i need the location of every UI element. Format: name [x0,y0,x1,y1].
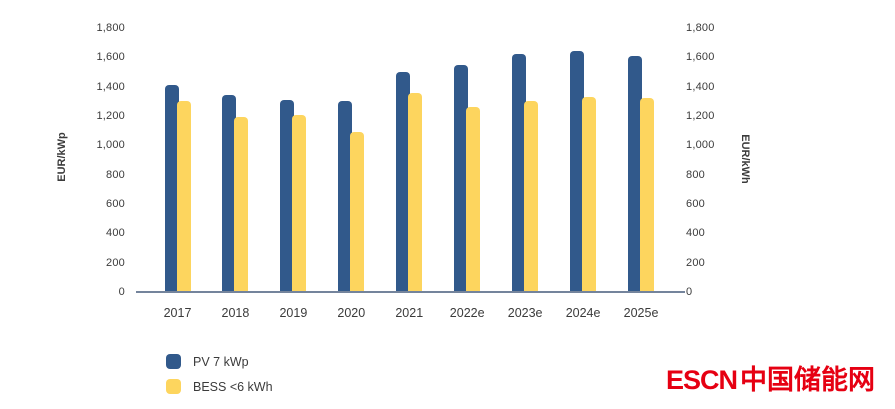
bar-pv-2024e [570,51,585,292]
x-axis-line [136,291,685,293]
chart-legend: PV 7 kWp BESS <6 kWh [166,354,273,394]
x-category-label-2021: 2021 [395,306,424,320]
pv-legend-swatch [166,354,181,369]
x-category-label-2020: 2020 [337,306,366,320]
bar-pv-2025e [628,55,643,292]
bar-bess-2025e [640,98,655,292]
x-category-label-2017: 2017 [163,306,192,320]
legend-item-pv: PV 7 kWp [166,354,273,369]
bar-pv-2018 [222,95,237,292]
y-tick-label: 1,600 [686,51,715,64]
escn-logo-text-en: ESCN [666,365,738,395]
bar-bess-2022e [466,107,481,292]
y-tick-label: 1,400 [686,80,715,93]
y-tick-label: 1,200 [686,110,715,122]
x-axis-category-labels: 2017 2018 2019 2020 2021 2022e 2023e 2024e 2025e [163,306,659,320]
bar-bess-2017 [176,101,191,292]
y-tick-label: 1,400 [96,80,125,93]
bess-legend-swatch [166,379,181,394]
bar-bess-2023e [524,101,539,292]
y-tick-label: 600 [686,198,705,210]
x-category-label-2022e: 2022e [449,306,485,320]
bess-legend-label: BESS <6 kWh [193,379,273,394]
y-tick-label: 1,600 [96,51,125,64]
y-tick-label: 0 [686,286,693,298]
y-tick-label: 1,800 [96,22,125,34]
bar-pv-2023e [512,54,527,292]
bar-bess-2019 [292,114,307,292]
pv-legend-label: PV 7 kWp [193,354,249,369]
y-tick-label: 1,200 [96,110,125,122]
bar-pv-2022e [454,64,469,292]
x-category-label-2018: 2018 [221,306,250,320]
x-category-label-2024e: 2024e [565,306,601,320]
bar-bess-2024e [582,96,597,292]
bar-bess-2018 [234,117,249,292]
y-tick-label: 600 [106,198,125,210]
y-tick-label: 400 [686,227,705,240]
bar-pv-2017 [164,85,179,292]
y-tick-label: 1,000 [686,139,715,152]
y-tick-label: 1,000 [96,139,125,152]
bar-bess-2021 [408,92,423,292]
legend-item-bess: BESS <6 kWh [166,379,273,394]
y-tick-label: 800 [106,168,125,181]
x-category-label-2025e: 2025e [623,306,659,320]
bar-series-area [164,51,655,292]
escn-logo-text-zh: 中国储能网 [740,365,876,395]
x-category-label-2023e: 2023e [507,306,543,320]
y-tick-label: 800 [686,168,705,181]
y-tick-label: 200 [106,256,125,269]
escn-logo: ESCN 中国储能网 [666,363,875,397]
bar-pv-2020 [338,101,353,292]
right-axis-tick-labels: 0 200 400 600 800 1,000 1,200 1,400 1,600 1,800 [686,0,746,340]
x-category-label-2019: 2019 [279,306,308,320]
left-axis-tick-labels: 0 200 400 600 800 1,000 1,200 1,400 1,600 1,800 [58,0,125,340]
bar-pv-2021 [396,72,411,292]
y-tick-label: 0 [118,286,125,298]
y-tick-label: 1,800 [686,22,715,34]
y-tick-label: 400 [106,227,125,240]
bar-bess-2020 [350,132,365,292]
y-tick-label: 200 [686,256,705,269]
bar-pv-2019 [280,99,295,292]
